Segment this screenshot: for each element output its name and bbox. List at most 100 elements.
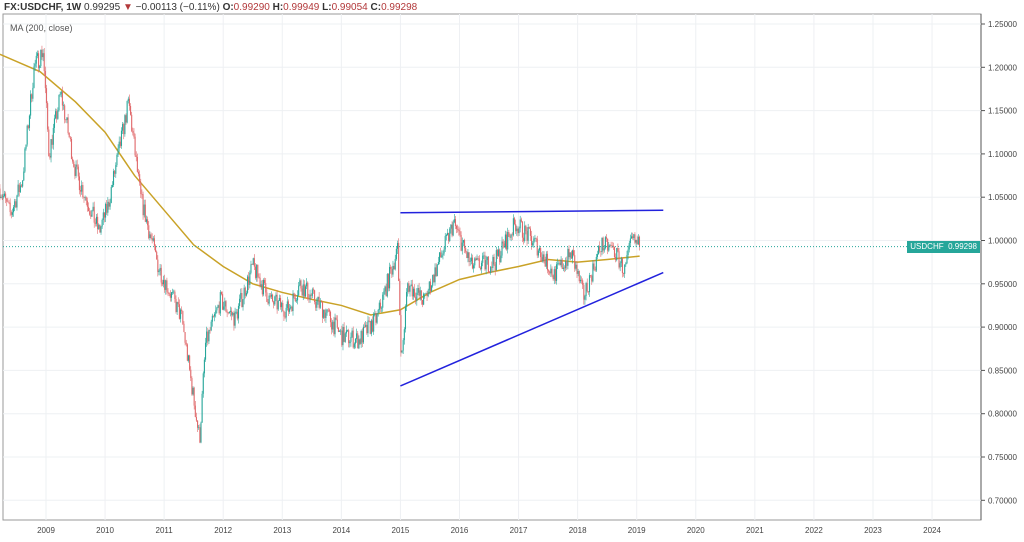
- candle-body: [8, 202, 10, 203]
- x-tick-label: 2014: [332, 526, 350, 535]
- candle-body: [20, 185, 23, 187]
- x-tick-label: 2017: [510, 526, 528, 535]
- candle-body: [419, 290, 421, 296]
- candle-body: [604, 237, 606, 249]
- candle-body: [335, 317, 337, 320]
- candle-body: [379, 302, 382, 309]
- candle-body: [23, 171, 25, 181]
- candle-body: [16, 195, 18, 208]
- candle-body: [10, 212, 12, 215]
- candle-body: [116, 154, 118, 166]
- candle-body: [152, 238, 154, 241]
- candle-body: [566, 261, 568, 266]
- candle-body: [264, 280, 266, 284]
- candle-body: [17, 184, 19, 196]
- candle-body: [184, 332, 186, 343]
- candle-body: [441, 255, 443, 258]
- candle-body: [387, 274, 389, 289]
- candle-body: [484, 255, 486, 270]
- candle-body: [359, 339, 361, 344]
- candle-body: [111, 185, 113, 188]
- candle-body: [206, 331, 208, 343]
- candle-body: [406, 291, 408, 307]
- candle-body: [6, 198, 8, 202]
- candle-body: [19, 185, 21, 193]
- candle-body: [149, 234, 151, 239]
- candle-body: [60, 91, 62, 95]
- x-tick-label: 2020: [687, 526, 705, 535]
- candle-body: [279, 297, 282, 308]
- candle-body: [470, 257, 472, 262]
- candle-body: [298, 285, 300, 296]
- candle-body: [575, 264, 577, 269]
- candle-body: [208, 330, 210, 342]
- candle-body: [202, 373, 204, 394]
- candle-body: [32, 87, 34, 99]
- candle-body: [102, 212, 104, 220]
- candle-body: [266, 292, 268, 302]
- candle-body: [590, 275, 592, 276]
- candle-body: [3, 193, 6, 197]
- candle-body: [523, 237, 525, 241]
- candle-body: [520, 219, 522, 222]
- candle-body: [59, 94, 61, 96]
- candle-body: [571, 250, 573, 259]
- candle-body: [192, 387, 194, 395]
- candle-body: [5, 193, 7, 199]
- candle-body: [177, 302, 179, 305]
- candle-body: [424, 293, 426, 295]
- candle-body: [239, 298, 241, 306]
- candle-body: [182, 311, 184, 324]
- price-tag-symbol: USDCHF: [910, 241, 944, 251]
- candle-body: [26, 125, 28, 145]
- candle-body: [207, 331, 209, 342]
- candle-body: [531, 235, 533, 246]
- candle-body: [247, 276, 249, 293]
- candle-body: [545, 253, 547, 267]
- candle-body: [299, 280, 301, 286]
- candle-body: [495, 250, 497, 271]
- candle-body: [469, 261, 471, 262]
- candle-body: [533, 238, 535, 244]
- candle-body: [538, 248, 541, 251]
- candle-body: [482, 255, 484, 263]
- candle-body: [85, 197, 87, 201]
- candle-body: [9, 202, 11, 213]
- candle-body: [68, 132, 70, 138]
- candle-body: [549, 271, 551, 274]
- candle-body: [449, 228, 451, 241]
- candle-body: [218, 305, 220, 314]
- candle-body: [1, 196, 3, 198]
- y-tick-label: 1.20000: [988, 63, 1017, 72]
- candle-body: [466, 251, 468, 259]
- candle-body: [341, 330, 343, 346]
- candle-body: [62, 105, 65, 106]
- candle-body: [463, 240, 466, 249]
- ma-indicator-label[interactable]: MA (200, close): [10, 23, 73, 33]
- candle-body: [592, 263, 594, 282]
- candle-body: [423, 293, 425, 305]
- candle-body: [501, 241, 503, 256]
- candle-body: [244, 287, 246, 296]
- candle-body: [156, 251, 158, 260]
- candle-body: [151, 238, 153, 241]
- candle-body: [591, 275, 593, 282]
- candle-body: [133, 132, 135, 137]
- candle-body: [425, 293, 427, 294]
- candle-body: [193, 387, 195, 406]
- candle-body: [477, 258, 479, 259]
- candle-body: [610, 245, 612, 246]
- candle-body: [283, 311, 285, 317]
- candle-body: [227, 312, 229, 314]
- candle-body: [327, 309, 329, 311]
- candle-body: [568, 248, 570, 258]
- candle-body: [77, 166, 79, 177]
- candle-body: [210, 321, 212, 331]
- candle-body: [173, 291, 175, 293]
- candle-body: [261, 284, 263, 295]
- candle-body: [607, 238, 609, 251]
- candle-body: [331, 322, 333, 330]
- candle-body: [603, 248, 605, 251]
- candle-body: [303, 284, 305, 297]
